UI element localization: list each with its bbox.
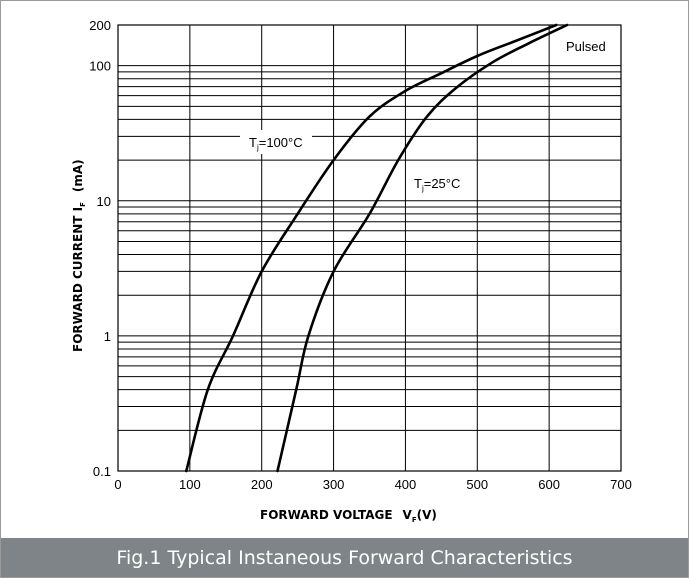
y-tick-label: 100 <box>89 59 111 74</box>
grid <box>118 25 621 471</box>
x-tick-labels: 0 100 200 300 400 500 600 700 <box>114 477 631 492</box>
x-tick-label: 100 <box>179 477 201 492</box>
y-tick-label: 1 <box>104 329 111 344</box>
x-tick-label: 300 <box>323 477 345 492</box>
x-axis-title: FORWARD VOLTAGE VF(V) <box>260 508 437 524</box>
x-tick-label: 700 <box>610 477 632 492</box>
series-1-label-bg <box>240 130 312 154</box>
x-tick-label: 500 <box>466 477 488 492</box>
y-axis-title: FORWARD CURRENT IF(mA) <box>71 159 87 352</box>
x-tick-label: 0 <box>114 477 121 492</box>
x-tick-label: 400 <box>395 477 417 492</box>
series-line-2 <box>276 23 569 473</box>
y-tick-label: 200 <box>89 18 111 33</box>
pulsed-label-bg <box>556 34 620 60</box>
series-1-label: Tj=100°C <box>249 135 303 152</box>
series-line-1 <box>185 23 558 473</box>
y-tick-label: 0.1 <box>93 464 111 479</box>
chart: 0.1 1 10 100 200 0 100 200 300 400 500 600 700 Puls… <box>71 18 632 524</box>
plot-area <box>117 24 622 472</box>
series-lines <box>185 23 569 473</box>
y-tick-labels: 0.1 1 10 100 200 <box>89 18 111 479</box>
figure-caption: Fig.1 Typical Instaneous Forward Charact… <box>1 538 688 577</box>
x-tick-label: 200 <box>251 477 273 492</box>
series-2-label: Tj=25°C <box>414 176 460 193</box>
x-tick-label: 600 <box>538 477 560 492</box>
y-tick-label: 10 <box>97 194 111 209</box>
pulsed-annotation: Pulsed <box>566 39 606 54</box>
series-2-label-bg <box>406 171 468 195</box>
